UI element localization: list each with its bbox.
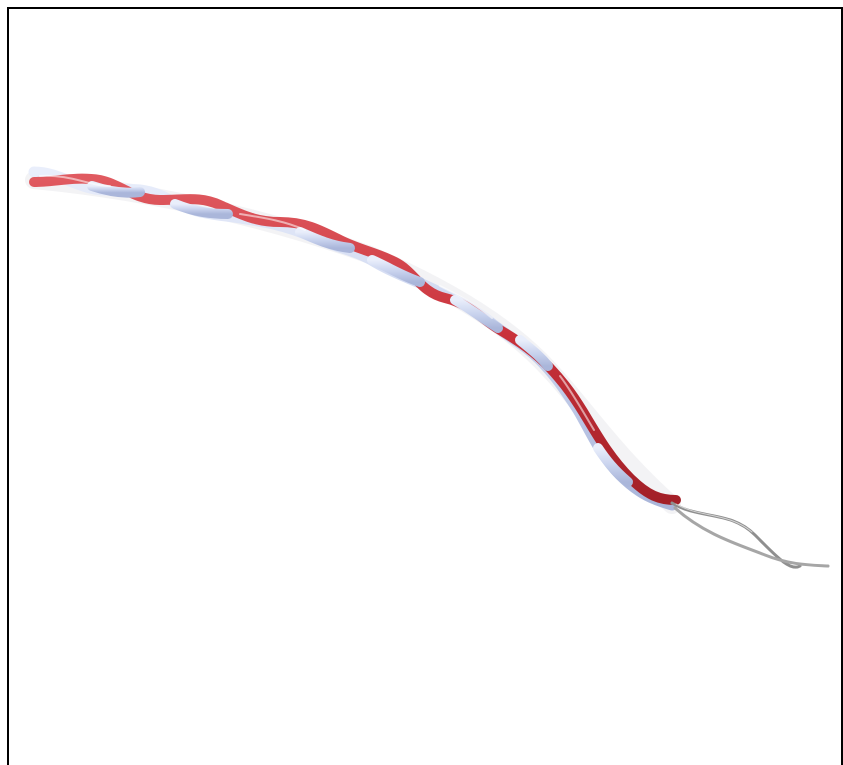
wire-highlights bbox=[39, 174, 595, 431]
image-frame bbox=[7, 7, 843, 765]
red-insulated-wire bbox=[29, 173, 681, 505]
cable-shadow bbox=[25, 171, 681, 514]
twist-overlaps bbox=[87, 181, 633, 487]
blue-insulated-wire bbox=[28, 166, 678, 511]
bare-conductors bbox=[670, 501, 830, 569]
